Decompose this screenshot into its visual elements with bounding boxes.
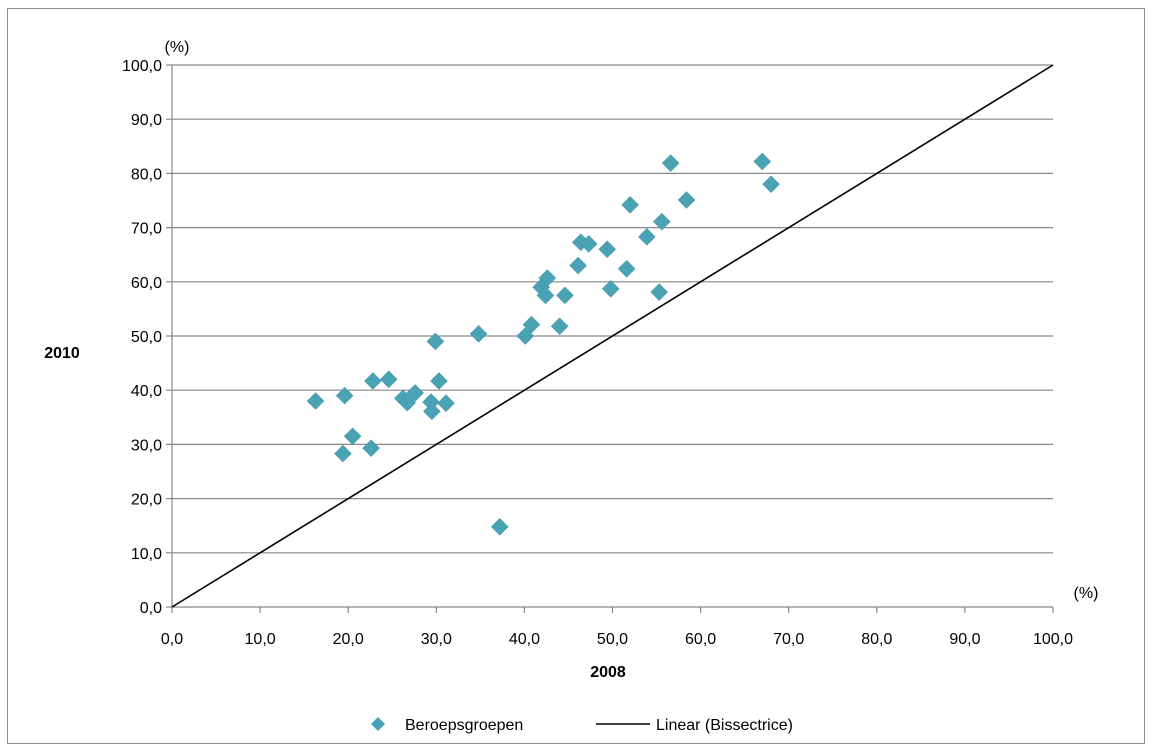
data-point [538,269,557,287]
y-axis-title: 2010 [44,345,80,362]
x-tick-label: 80,0 [861,631,892,648]
legend-line-label: Linear (Bissectrice) [656,717,793,734]
data-point [334,444,352,463]
x-tick-label: 70,0 [773,631,804,648]
legend-scatter-label: Beroepsgroepen [405,717,523,734]
data-point [516,327,535,345]
y-tick-label: 80,0 [131,166,162,183]
data-point [550,317,569,336]
data-point [661,154,680,172]
data-point [617,259,636,278]
x-tick-label: 60,0 [685,631,716,648]
data-point [522,315,541,334]
data-point [490,517,509,536]
y-tick-labels: 0,0 10,0 20,0 30,0 40,0 50,0 60,0 70,0 80,0 90,0 1… [122,58,162,617]
bissectrice-line [171,64,1054,608]
data-point [598,240,617,259]
axes [166,64,1054,613]
data-point [430,372,448,390]
data-point [569,256,587,275]
y-tick-label: 90,0 [131,112,162,129]
data-point [362,439,380,458]
data-point [762,175,780,194]
x-tick-label: 90,0 [949,631,980,648]
data-point [379,370,398,389]
data-point [650,283,669,301]
legend-scatter-marker [371,717,385,731]
data-point [652,212,671,231]
gridlines [172,64,1053,554]
bissectrice-line-layer [171,64,1054,608]
x-tick-label: 50,0 [597,631,628,648]
data-point [536,286,555,305]
data-point [753,152,772,171]
data-point [406,384,425,402]
y-tick-label: 0,0 [140,600,162,617]
y-tick-label: 60,0 [131,275,162,292]
legend: Beroepsgroepen Linear (Bissectrice) [371,717,793,734]
y-tick-label: 50,0 [131,329,162,346]
data-point [426,332,445,351]
data-point [423,402,441,421]
x-tick-label: 0,0 [161,631,183,648]
data-point [579,235,598,253]
y-tick-label: 70,0 [131,221,162,238]
y-axis-unit: (%) [165,39,190,56]
x-tick-label: 30,0 [421,631,452,648]
data-point [306,392,325,410]
data-points [306,152,780,536]
x-tick-label: 100,0 [1033,631,1073,648]
data-point [364,372,382,390]
data-point [638,227,656,246]
data-point [677,191,696,209]
y-tick-label: 20,0 [131,492,162,509]
data-point [601,279,620,298]
data-point [621,195,639,214]
x-tick-label: 40,0 [509,631,540,648]
data-point [398,393,417,412]
x-tick-label: 20,0 [333,631,364,648]
y-tick-label: 40,0 [131,383,162,400]
data-point [335,386,354,405]
data-point [469,324,488,343]
data-point [343,427,362,446]
x-tick-labels: 0,0 10,0 20,0 30,0 40,0 50,0 60,0 70,0 80,0 90,0 1… [161,631,1073,648]
x-tick-label: 10,0 [245,631,276,648]
x-axis-title: 2008 [590,664,626,681]
y-tick-label: 30,0 [131,437,162,454]
data-point [556,286,574,305]
data-point [437,394,455,413]
x-axis-unit: (%) [1074,585,1099,602]
chart-frame [7,8,1145,744]
y-tick-label: 10,0 [131,546,162,563]
y-tick-label: 100,0 [122,58,162,75]
